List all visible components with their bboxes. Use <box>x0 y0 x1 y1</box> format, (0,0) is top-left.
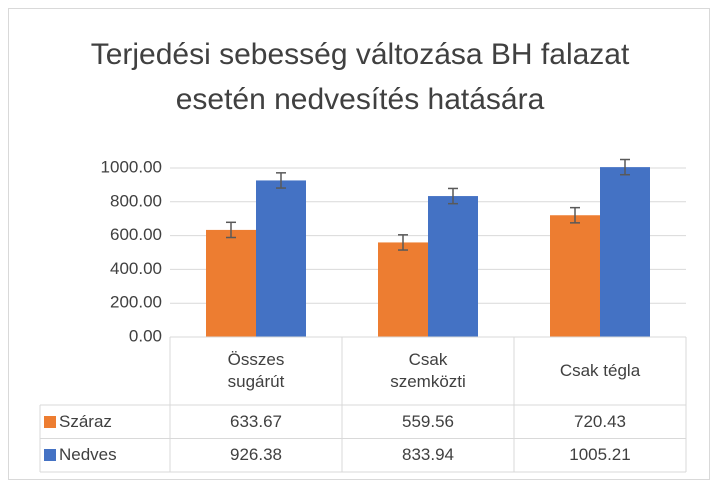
chart-border <box>8 8 710 480</box>
legend-entry: Száraz <box>40 405 170 439</box>
category-label-text: Csak tégla <box>559 361 641 380</box>
y-tick-label: 200.00 <box>110 293 162 312</box>
table-value-text: 633.67 <box>230 411 282 431</box>
category-label-text: Csak szemközti <box>390 350 466 391</box>
y-tick-label: 0.00 <box>129 326 162 345</box>
table-value-text: 1005.21 <box>569 445 631 465</box>
y-tick-label: 1000.00 <box>101 157 162 176</box>
legend-label: Száraz <box>59 411 112 431</box>
table-value: 833.94 <box>342 439 514 473</box>
table-value: 559.56 <box>342 405 514 439</box>
category-label-text: Összes sugárút <box>227 350 285 391</box>
y-tick-label: 400.00 <box>110 259 162 278</box>
legend-label: Nedves <box>59 445 117 465</box>
bar <box>550 215 600 337</box>
category-label: Csak tégla <box>514 337 686 405</box>
bar <box>206 229 256 337</box>
bar <box>600 167 650 337</box>
bar <box>378 242 428 337</box>
table-value-text: 559.56 <box>402 411 454 431</box>
y-tick-label: 800.00 <box>110 191 162 210</box>
table-value-text: 926.38 <box>230 445 282 465</box>
table-value: 720.43 <box>514 405 686 439</box>
table-value-text: 720.43 <box>574 411 626 431</box>
legend-entry: Nedves <box>40 439 170 473</box>
legend-swatch <box>44 415 56 428</box>
bar <box>256 180 306 337</box>
table-value: 633.67 <box>170 405 342 439</box>
category-label: Csak szemközti <box>342 337 514 405</box>
chart-title: Terjedési sebesség változása BH falazat … <box>90 38 630 116</box>
y-tick-label: 600.00 <box>110 225 162 244</box>
category-label: Összes sugárút <box>170 337 342 405</box>
table-value-text: 833.94 <box>402 445 454 465</box>
table-value: 1005.21 <box>514 439 686 473</box>
legend-swatch <box>44 449 56 462</box>
bar <box>428 196 478 337</box>
table-value: 926.38 <box>170 439 342 473</box>
